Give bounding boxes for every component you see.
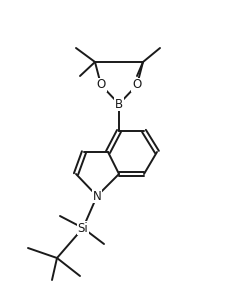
Text: O: O	[132, 78, 141, 92]
Text: Si: Si	[77, 222, 88, 234]
Text: B: B	[115, 98, 123, 110]
Text: O: O	[96, 78, 105, 92]
Text: N: N	[92, 189, 101, 202]
